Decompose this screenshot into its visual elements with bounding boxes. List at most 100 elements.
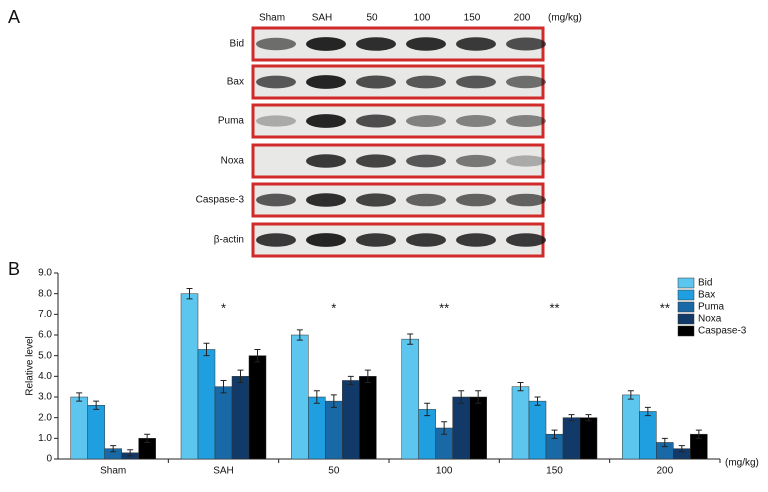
- bar: [197, 349, 216, 460]
- error-bar: [254, 348, 261, 363]
- protein-label: Puma: [218, 116, 245, 127]
- band: [306, 114, 346, 128]
- error-bar: [144, 433, 151, 443]
- bar: [418, 409, 436, 460]
- bar: [639, 411, 657, 460]
- y-tick-label: 4.0: [38, 371, 52, 382]
- blot-box: [251, 103, 545, 139]
- y-tick-label: 6.0: [38, 330, 52, 341]
- bar: [70, 396, 88, 460]
- band: [406, 75, 446, 89]
- protein-label: Bax: [227, 77, 244, 88]
- bar: [579, 417, 598, 460]
- band: [306, 75, 346, 89]
- error-bar: [424, 402, 431, 417]
- y-tick-label: 7.0: [38, 309, 52, 320]
- band: [406, 115, 446, 127]
- x-tick-label: SAH: [213, 466, 234, 477]
- band: [506, 75, 546, 89]
- band: [506, 193, 546, 207]
- error-bar: [644, 406, 651, 417]
- significance: **: [549, 300, 559, 315]
- significance: *: [331, 300, 336, 315]
- error-bar: [441, 421, 448, 435]
- y-tick-label: 5.0: [38, 350, 52, 361]
- error-bar: [517, 382, 524, 392]
- x-tick-label: 150: [546, 466, 563, 477]
- bar: [308, 396, 326, 460]
- significance: *: [221, 300, 226, 315]
- band: [306, 154, 346, 168]
- band: [256, 193, 296, 207]
- legend-swatch: [677, 313, 695, 325]
- legend-swatch: [677, 301, 695, 313]
- bar: [87, 405, 105, 460]
- band: [506, 37, 546, 51]
- error-bar: [313, 390, 320, 404]
- band: [406, 193, 446, 207]
- bar: [401, 338, 419, 460]
- panel-label: A: [8, 7, 20, 27]
- bar: [452, 396, 470, 460]
- y-tick-label: 3.0: [38, 392, 52, 403]
- error-bar: [186, 288, 193, 300]
- lane-label: 50: [366, 13, 378, 24]
- legend-label: Caspase-3: [698, 326, 747, 337]
- legend-label: Bax: [698, 290, 715, 301]
- x-tick-label: 50: [328, 466, 340, 477]
- protein-label: Caspase-3: [196, 195, 245, 206]
- band: [506, 233, 546, 247]
- legend-swatch: [677, 277, 695, 289]
- band: [456, 193, 496, 207]
- y-tick-label: 0: [46, 454, 52, 465]
- error-bar: [695, 429, 702, 439]
- error-bar: [534, 396, 541, 406]
- lane-label: 100: [414, 13, 431, 24]
- band: [406, 37, 446, 51]
- bar: [180, 293, 199, 460]
- band: [356, 154, 396, 168]
- band: [506, 155, 546, 167]
- bar: [231, 376, 250, 460]
- y-tick-label: 1.0: [38, 433, 52, 444]
- significance: **: [660, 300, 670, 315]
- x-tick-label: 100: [436, 466, 453, 477]
- band: [256, 75, 296, 89]
- bar: [562, 417, 581, 460]
- error-bar: [237, 369, 244, 384]
- bar: [214, 386, 233, 460]
- error-bar: [76, 392, 83, 402]
- protein-label: Bid: [230, 39, 244, 50]
- legend-label: Noxa: [698, 314, 722, 325]
- error-bar: [678, 445, 685, 453]
- band: [456, 233, 496, 247]
- band: [306, 233, 346, 247]
- lane-label: 200: [514, 13, 531, 24]
- lane-label: 150: [464, 13, 481, 24]
- blot-box: [251, 64, 545, 100]
- error-bar: [568, 414, 575, 422]
- protein-label: β-actin: [214, 235, 244, 246]
- band: [356, 233, 396, 247]
- x-tick-label: 200: [656, 466, 673, 477]
- band: [456, 37, 496, 51]
- bar: [511, 386, 530, 460]
- band: [256, 115, 296, 127]
- error-bar: [585, 414, 592, 422]
- band: [356, 75, 396, 89]
- band: [356, 193, 396, 207]
- lane-unit: (mg/kg): [548, 13, 582, 24]
- x-unit: (mg/kg): [725, 458, 759, 469]
- legend-swatch: [677, 289, 695, 301]
- bar: [359, 376, 377, 460]
- blot-box: [251, 143, 545, 179]
- y-tick-label: 2.0: [38, 412, 52, 423]
- band: [506, 115, 546, 127]
- band: [456, 115, 496, 127]
- error-bar: [347, 375, 354, 386]
- lane-label: Sham: [259, 13, 285, 24]
- blot-box: [251, 182, 545, 218]
- band: [256, 37, 296, 51]
- y-axis-label: Relative level: [25, 336, 36, 395]
- band: [356, 114, 396, 128]
